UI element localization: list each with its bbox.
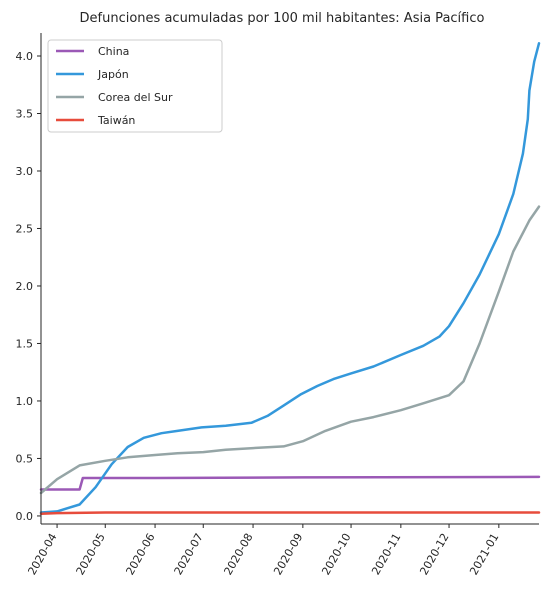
x-tick-label: 2020-12 xyxy=(417,531,451,577)
y-tick-label: 3.0 xyxy=(16,165,34,178)
y-tick-label: 4.0 xyxy=(16,50,34,63)
x-tick-label: 2020-10 xyxy=(319,531,353,577)
legend-label-2: Japón xyxy=(97,68,129,81)
legend: China Japón Corea del Sur Taiwán xyxy=(47,39,223,133)
x-tick-label: 2021-01 xyxy=(467,531,501,577)
series-line-4 xyxy=(39,511,541,515)
series-line-3 xyxy=(39,205,541,495)
series-lines xyxy=(39,42,541,515)
y-axis-ticks: 0.0 0.5 1.0 1.5 2.0 2.5 3.0 3.5 4.0 xyxy=(16,50,41,523)
x-tick-label: 2020-05 xyxy=(74,531,108,577)
x-tick-label: 2020-07 xyxy=(172,531,206,577)
y-tick-label: 3.5 xyxy=(16,107,34,120)
series-line-2 xyxy=(39,42,541,514)
y-tick-label: 0.0 xyxy=(16,510,34,523)
x-tick-label: 2020-09 xyxy=(271,531,305,577)
x-tick-label: 2020-08 xyxy=(221,531,255,577)
legend-label-4: Taiwán xyxy=(97,114,135,127)
series-line-1 xyxy=(39,475,541,491)
legend-frame xyxy=(47,39,223,133)
y-tick-label: 2.0 xyxy=(16,280,34,293)
y-tick-label: 1.5 xyxy=(16,337,34,350)
y-tick-label: 2.5 xyxy=(16,222,34,235)
legend-label-1: China xyxy=(98,45,129,58)
x-tick-label: 2020-06 xyxy=(123,531,157,577)
chart-title: Defunciones acumuladas por 100 mil habit… xyxy=(80,11,485,26)
y-tick-label: 1.0 xyxy=(16,395,34,408)
x-tick-label: 2020-11 xyxy=(369,531,403,577)
y-tick-label: 0.5 xyxy=(16,452,34,465)
legend-label-3: Corea del Sur xyxy=(98,91,173,104)
x-tick-label: 2020-04 xyxy=(25,531,59,577)
x-axis-ticks: 2020-04 2020-05 2020-06 2020-07 2020-08 2020-… xyxy=(25,524,501,577)
